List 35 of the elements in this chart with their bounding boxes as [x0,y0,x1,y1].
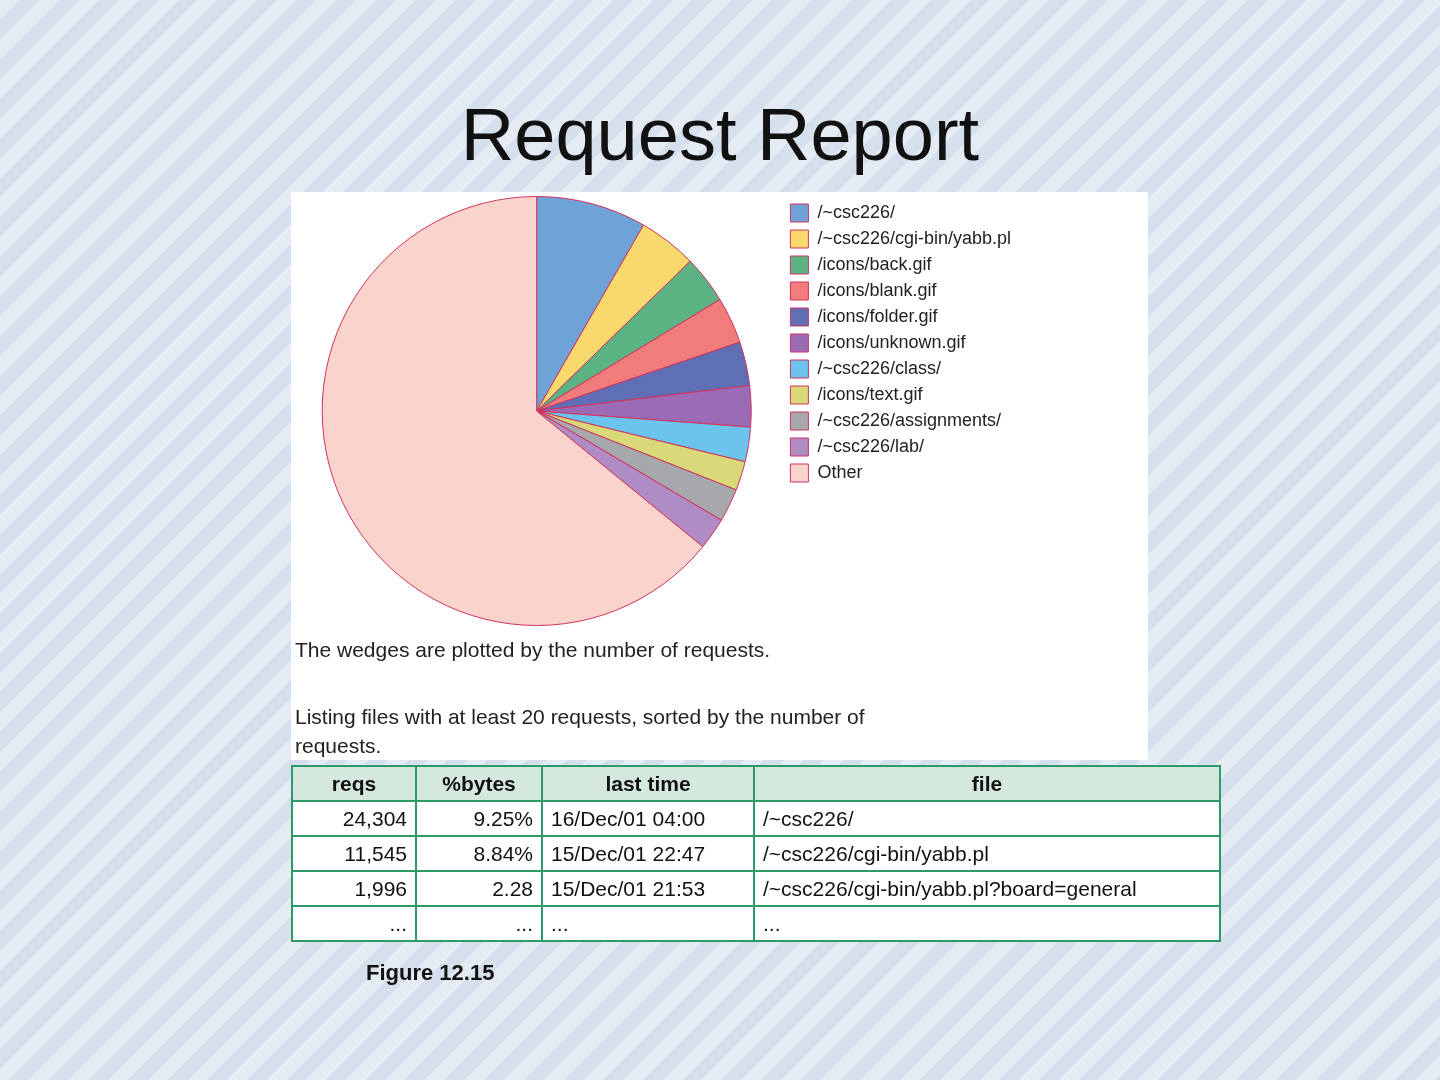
text: /~csc226/ [754,801,1220,836]
legend-label: /icons/text.gif [817,383,924,404]
legend-label: /~csc226/ [817,201,895,222]
legend-label: /~csc226/lab/ [817,435,924,456]
text: 2.28 [416,871,542,906]
text: ... [542,906,754,941]
text: The wedges are plotted by the number of requests. [295,638,771,662]
text: /~csc226/cgi-bin/yabb.pl?board=general [754,871,1220,906]
chart-title: Request Report [459,92,981,177]
text: last time [542,766,754,801]
text: /~csc226/cgi-bin/yabb.pl [754,836,1220,871]
legend-label: /~csc226/class/ [817,357,941,378]
text: ... [292,906,416,941]
text: 9.25% [416,801,542,836]
legend-label: /icons/blank.gif [817,279,938,300]
text: 1,996 [292,871,416,906]
legend-label: /icons/unknown.gif [817,331,967,352]
text: 8.84% [416,836,542,871]
caption: Figure 12.15 [366,960,495,986]
text: 15/Dec/01 22:47 [542,836,754,871]
legend-label: Other [817,461,863,482]
legend-label: /~csc226/assignments/ [817,409,1001,430]
text: 11,545 [292,836,416,871]
text: 16/Dec/01 04:00 [542,801,754,836]
text: ... [416,906,542,941]
text: file [754,766,1220,801]
text: ... [754,906,1220,941]
legend-label: /icons/folder.gif [817,305,939,326]
text: reqs [292,766,416,801]
text: %bytes [416,766,542,801]
text: Listing files with at least 20 requests, sorted by the number of requests. [295,704,866,759]
legend-label: /icons/back.gif [817,253,933,274]
legend-label: /~csc226/cgi-bin/yabb.pl [817,227,1012,248]
text: 24,304 [292,801,416,836]
text: 15/Dec/01 21:53 [542,871,754,906]
